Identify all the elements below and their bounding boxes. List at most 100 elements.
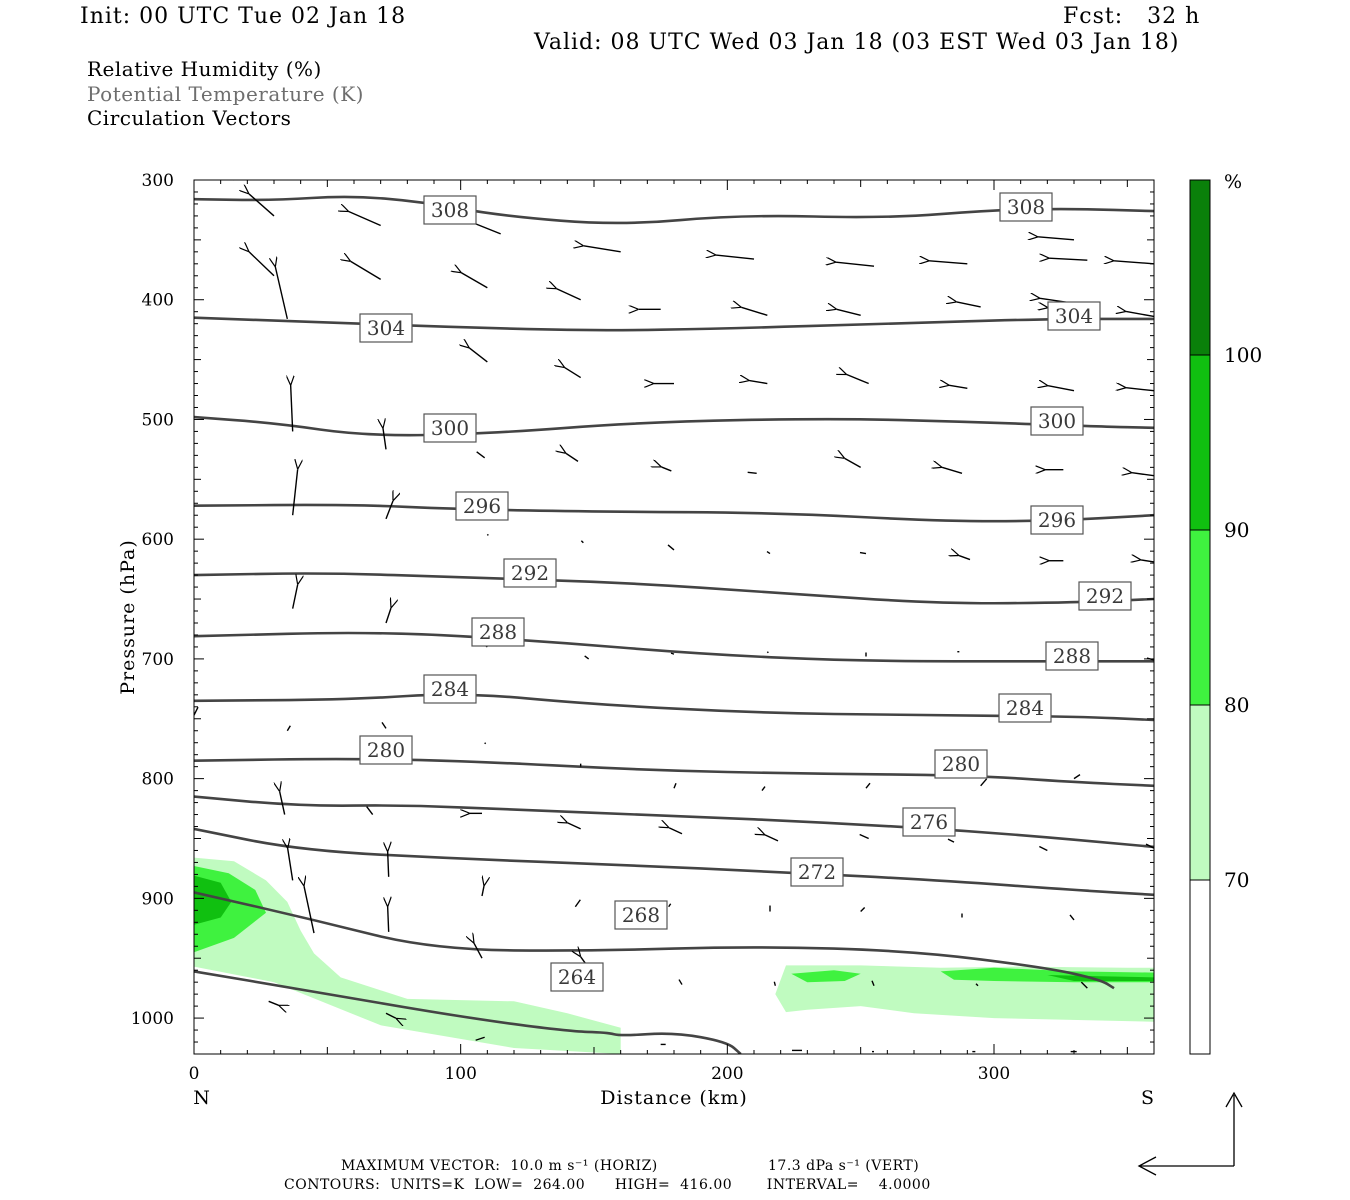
contour-label-264-0: 264 (550, 962, 604, 992)
vector-arrow (836, 262, 875, 267)
vector-arrow (484, 742, 487, 745)
svg-text:292: 292 (1086, 584, 1124, 608)
rh-region-90-100-0 (194, 875, 232, 925)
vector-arrow (959, 556, 971, 561)
y-tick-label: 300 (142, 171, 174, 191)
vector-arrow (678, 979, 683, 985)
vector-arrow (668, 903, 672, 908)
vector-arrow (268, 1000, 279, 1005)
svg-text:300: 300 (1038, 409, 1076, 433)
contour-label-308-1: 308 (999, 192, 1053, 222)
theta-contour-296 (194, 503, 1154, 523)
vector-arrow (865, 782, 871, 789)
contour-label-284-1: 284 (998, 693, 1052, 723)
vector-arrow (249, 252, 275, 277)
vector-arrow (860, 907, 866, 913)
theta-contour-264 (194, 970, 742, 1054)
vector-arrow (291, 585, 298, 609)
colorbar-segment (1190, 880, 1210, 1054)
vector-arrow (291, 385, 293, 432)
vector-arrow (461, 273, 488, 289)
svg-text:264: 264 (558, 965, 596, 989)
plot-frame (193, 179, 1155, 1055)
vector-arrow (766, 651, 769, 654)
contour-label-292-0: 292 (503, 558, 557, 588)
svg-text:284: 284 (431, 677, 469, 701)
vector-arrow (1049, 258, 1088, 260)
y-tick-label: 600 (142, 530, 174, 550)
vector-arrow (249, 194, 275, 217)
svg-text:308: 308 (431, 198, 469, 222)
x-tick-label: 200 (711, 1064, 743, 1084)
rh-region-80-90-1 (791, 970, 861, 983)
vector-arrow (1048, 386, 1075, 392)
theta-contour-284 (194, 693, 1154, 722)
vector-arrow (1145, 843, 1154, 849)
init-time: Init: 00 UTC Tue 02 Jan 18 (80, 4, 407, 29)
vector-arrow (673, 782, 677, 789)
y-tick-label: 800 (142, 770, 174, 790)
vector-arrow (859, 833, 869, 840)
vector-arrow (859, 551, 867, 555)
vector-arrow (580, 540, 584, 544)
colorbar-label: 80 (1224, 693, 1249, 717)
vector-arrow (661, 467, 672, 472)
vector-arrow (942, 467, 963, 474)
svg-text:304: 304 (1055, 304, 1093, 328)
rh-fill-layer (194, 857, 1154, 1054)
vector-arrow (557, 289, 581, 301)
vector-arrow (385, 501, 393, 520)
x-tick-label: 100 (444, 1064, 476, 1084)
vector-arrow (275, 267, 289, 320)
contour-label-304-0: 304 (359, 313, 413, 343)
svg-text:288: 288 (1053, 644, 1091, 668)
vector-arrow (383, 428, 387, 450)
colorbar-segment (1190, 180, 1210, 355)
vector-arrow (1126, 388, 1154, 392)
colorbar-segment (1190, 530, 1210, 705)
theta-contour-272 (194, 827, 1154, 897)
vector-arrow (304, 886, 315, 934)
y-tick-label: 900 (142, 889, 174, 909)
y-tick-labels: 300 400 500 600 700 800 900 1000 (131, 171, 174, 1029)
vector-arrow (667, 544, 675, 551)
colorbar-unit: % (1224, 171, 1242, 193)
vector-arrow (194, 921, 195, 923)
svg-text:296: 296 (463, 494, 501, 518)
x-tick-label: 300 (978, 1064, 1010, 1084)
max-vector-horiz: MAXIMUM VECTOR: 10.0 m s⁻¹ (HORIZ) (341, 1158, 658, 1174)
valid-time: Valid: 08 UTC Wed 03 Jan 18 (03 EST Wed … (534, 30, 1180, 55)
vector-arrow (388, 852, 389, 877)
vector-arrow (871, 980, 875, 987)
vector-arrow (1132, 473, 1154, 477)
vector-arrow (975, 983, 979, 987)
vector-arrow (980, 778, 988, 787)
vector-arrow (381, 721, 387, 729)
theta-contour-layer (194, 195, 1154, 1054)
rh-region-70-80-0 (194, 857, 621, 1054)
x-tick-labels: 0 100 200 300 (189, 1064, 1011, 1084)
svg-text:288: 288 (479, 620, 517, 644)
vector-arrow (1080, 981, 1088, 989)
max-vector-vert: 17.3 dPa s⁻¹ (VERT) (768, 1158, 920, 1174)
vector-arrow (1126, 311, 1154, 318)
vector-arrow (565, 368, 582, 379)
contour-label-276-0: 276 (902, 807, 956, 837)
vector-arrow (232, 180, 234, 181)
contour-label-272-0: 272 (790, 857, 844, 887)
vector-arrow (194, 782, 195, 784)
contour-label-280-1: 280 (934, 749, 988, 779)
svg-text:308: 308 (1007, 195, 1045, 219)
vector-arrow (716, 255, 755, 260)
vector-arrow (481, 886, 484, 897)
vector-arrow (194, 706, 199, 716)
vector-arrow (845, 458, 862, 468)
vector-arrow (474, 943, 483, 959)
vector-arrow (194, 909, 195, 911)
vector-arrow (765, 835, 779, 842)
theta-contour-276 (194, 795, 1154, 849)
vector-arrow (949, 385, 968, 390)
y-tick-label: 700 (142, 650, 174, 670)
theta-contour-304 (194, 316, 1154, 332)
vector-arrow (1038, 237, 1075, 240)
